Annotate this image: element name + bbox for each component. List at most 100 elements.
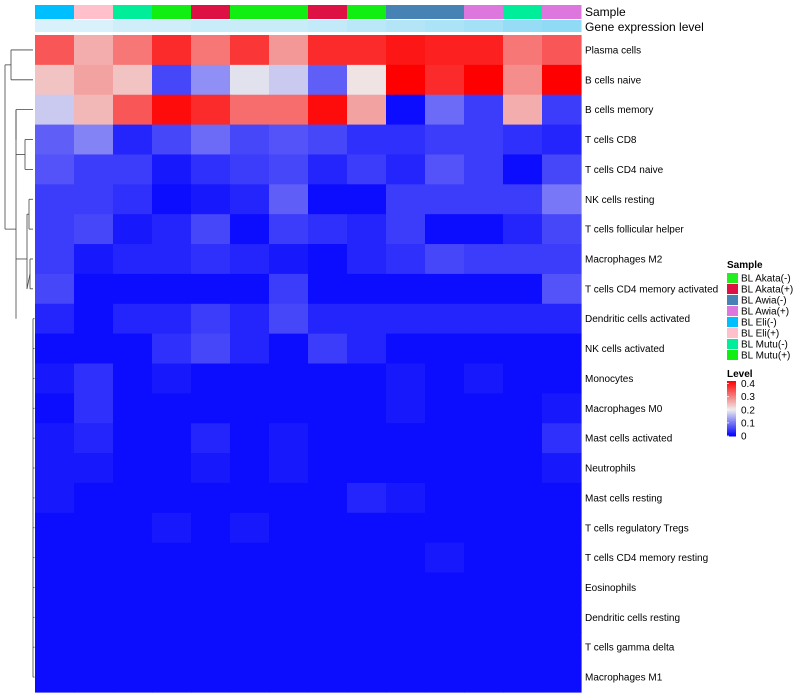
heatmap-cell [152, 482, 192, 514]
row-label: NK cells activated [585, 344, 664, 355]
heatmap-cell [269, 35, 309, 66]
heatmap-cell [308, 303, 348, 335]
heatmap-cell [347, 64, 387, 96]
heatmap-cell [308, 542, 348, 574]
heatmap-cell [230, 423, 270, 454]
heatmap-cell [347, 244, 387, 275]
heatmap-cell [425, 154, 465, 185]
heatmap-cell [542, 453, 582, 484]
level-gradient-step [727, 385, 736, 387]
heatmap-cell [191, 184, 231, 215]
heatmap-cell [113, 184, 153, 215]
heatmap-cell [35, 482, 75, 514]
heatmap-cell [425, 124, 465, 156]
heatmap-cell [308, 572, 348, 604]
heatmap-cell [74, 423, 114, 454]
level-gradient-step [727, 400, 736, 403]
heatmap-cell [542, 602, 582, 633]
sample-legend-title: Sample [727, 260, 763, 271]
heatmap-cell [191, 64, 231, 96]
heatmap-cell [542, 632, 582, 663]
sample-legend-label: BL Mutu(-) [741, 340, 788, 351]
heatmap-cell [503, 572, 543, 604]
heatmap-cell [230, 662, 270, 693]
heatmap-cell [191, 453, 231, 484]
heatmap-cell [542, 244, 582, 275]
heatmap-cell [230, 333, 270, 365]
heatmap-cell [464, 662, 504, 693]
heatmap-cell [347, 453, 387, 484]
heatmap-cell [386, 214, 426, 245]
heatmap-cell [74, 662, 114, 693]
heatmap-cell [425, 512, 465, 544]
level-gradient-step [727, 404, 736, 407]
heatmap-cell [269, 244, 309, 275]
level-gradient-step [727, 420, 736, 423]
level-gradient-step [727, 401, 736, 404]
heatmap-cell [191, 632, 231, 663]
expression-annotation-cell [542, 20, 582, 32]
level-gradient-step [727, 423, 736, 426]
heatmap-cell [308, 632, 348, 663]
row-label: Macrophages M1 [585, 673, 663, 684]
heatmap-cell [113, 393, 153, 424]
row-label: T cells CD8 [585, 135, 637, 146]
heatmap-cell [152, 303, 192, 335]
heatmap-cell [191, 512, 231, 544]
heatmap-cell [503, 303, 543, 335]
heatmap-cell [464, 64, 504, 96]
heatmap-cell [347, 632, 387, 663]
heatmap-cell [503, 602, 543, 633]
heatmap-cell [308, 423, 348, 454]
heatmap-cell [269, 184, 309, 215]
level-gradient-step [727, 392, 736, 394]
row-labels: Plasma cells B cells naive B cells memory T… [585, 45, 718, 683]
heatmap-cell [308, 184, 348, 215]
heatmap-cell [191, 363, 231, 394]
heatmap-cell [308, 244, 348, 275]
row-label: Dendritic cells resting [585, 613, 680, 624]
level-gradient-step [727, 383, 736, 386]
heatmap-cell [503, 542, 543, 574]
heatmap-cell [542, 94, 582, 126]
heatmap-cell [74, 154, 114, 185]
heatmap-cell [230, 94, 270, 126]
heatmap-cell [152, 572, 192, 604]
heatmap-cell [542, 662, 582, 693]
heatmap-cell [425, 453, 465, 484]
level-gradient-step [727, 419, 736, 422]
heatmap-cell [503, 363, 543, 394]
heatmap-cell [35, 453, 75, 484]
heatmap-cell [386, 512, 426, 544]
heatmap-cell [386, 303, 426, 335]
sample-annotation-cell [386, 5, 426, 19]
level-gradient-step [727, 418, 736, 420]
level-tick-label: 0.3 [741, 392, 755, 403]
heatmap-cell [308, 64, 348, 96]
heatmap-cell [308, 273, 348, 305]
heatmap-cell [113, 572, 153, 604]
heatmap-cell [542, 184, 582, 215]
heatmap-cell [191, 572, 231, 604]
heatmap-cell [425, 184, 465, 215]
row-label: Mast cells resting [585, 493, 662, 504]
expression-annotation-cell [152, 20, 192, 32]
level-gradient-step [727, 389, 736, 392]
heatmap-cell [542, 303, 582, 335]
level-gradient-step [727, 430, 736, 433]
heatmap-cell [74, 512, 114, 544]
heatmap-cell [113, 482, 153, 514]
heatmap-cell [503, 184, 543, 215]
sample-annotation-cell [35, 5, 75, 19]
heatmap-cell [425, 662, 465, 693]
heatmap-cell [464, 363, 504, 394]
heatmap-cell [386, 333, 426, 365]
level-gradient-step [727, 427, 736, 430]
heatmap-cell [386, 244, 426, 275]
heatmap-cell [74, 333, 114, 365]
heatmap-cell [230, 184, 270, 215]
heatmap-cell [425, 64, 465, 96]
row-label: Dendritic cells activated [585, 314, 690, 325]
heatmap-cell [74, 94, 114, 126]
row-label: T cells regulatory Tregs [585, 523, 689, 534]
